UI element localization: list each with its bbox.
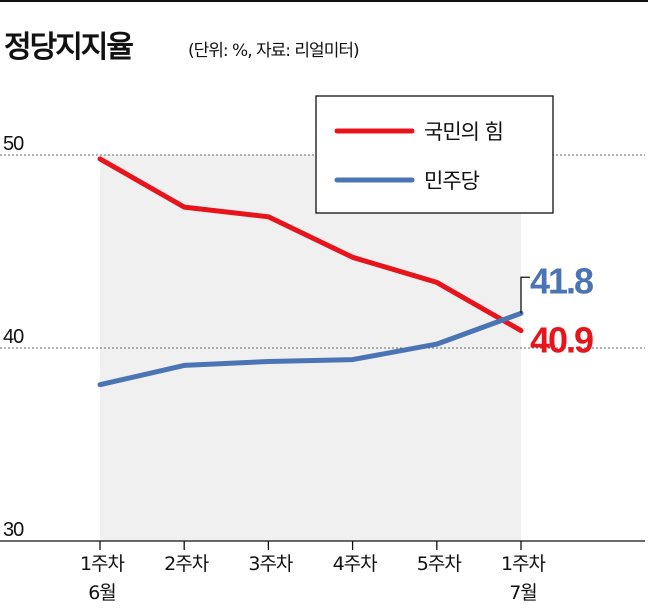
axis-layer: 30 40 50 1주차 6월 2주차 3주차 4주차 5주차 1주차 7월 <box>0 133 645 604</box>
legend-box <box>315 95 554 214</box>
chart-title: 정당지지율 <box>4 30 134 65</box>
x-tick-label-2-0: 3주차 <box>248 553 293 575</box>
label-layer: 41.8 40.9 <box>520 260 595 361</box>
shaded-area-layer <box>100 155 521 541</box>
top-rule <box>0 0 648 2</box>
y-tick-label-40: 40 <box>3 326 24 348</box>
legend-label-democratic: 민주당 <box>424 169 480 193</box>
x-tick-label-5-1: 7월 <box>509 582 537 604</box>
end-label-leader <box>520 276 530 314</box>
chart-subtitle: (단위: %, 자료: 리얼미터) <box>188 41 360 61</box>
x-tick-label-0-0: 1주차 <box>80 553 125 575</box>
legend: 국민의 힘 민주당 <box>315 95 554 214</box>
x-tick-label-1-0: 2주차 <box>164 553 209 575</box>
shaded-area <box>100 155 521 541</box>
legend-label-ppp: 국민의 힘 <box>424 120 503 144</box>
x-tick-label-5-0: 1주차 <box>501 553 546 575</box>
series-line-0 <box>97 156 524 334</box>
x-tick-label-3-0: 4주차 <box>333 553 378 575</box>
x-tick-label-4-0: 5주차 <box>417 553 462 575</box>
series-line-1 <box>97 310 524 388</box>
end-label-ppp: 40.9 <box>530 320 593 361</box>
y-tick-label-50: 50 <box>3 133 24 155</box>
x-tick-label-0-1: 6월 <box>88 582 116 604</box>
end-label-democratic: 41.8 <box>530 260 593 301</box>
series-layer <box>97 156 524 388</box>
y-tick-label-30: 30 <box>3 519 24 541</box>
